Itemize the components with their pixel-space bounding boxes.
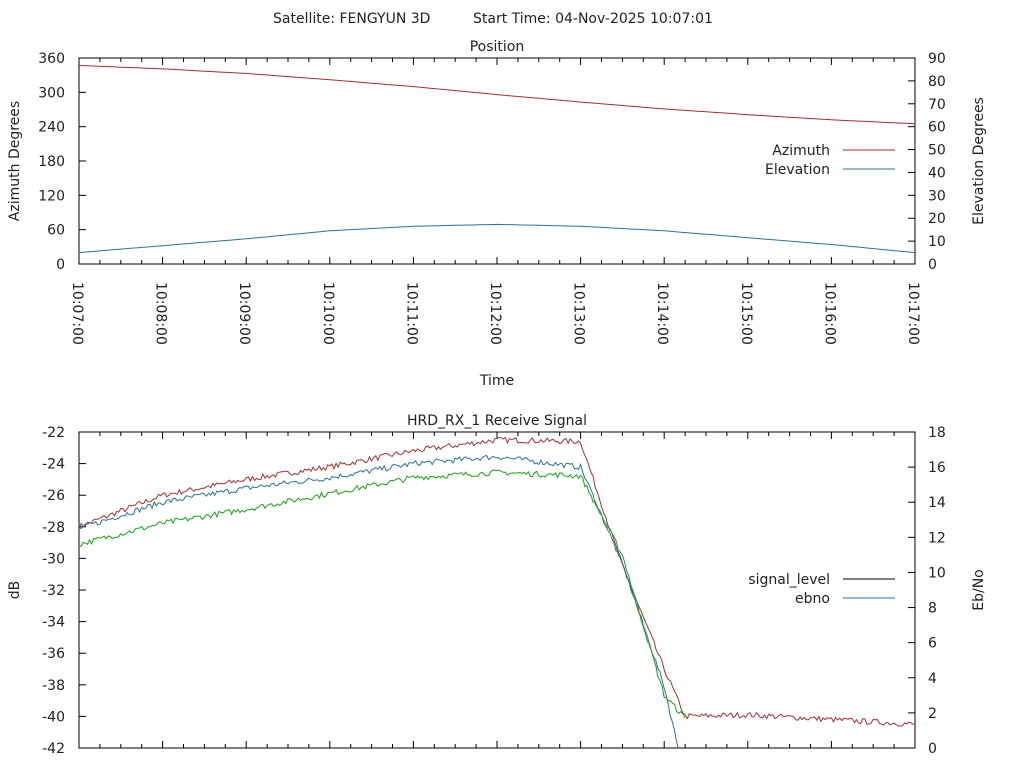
x-tick-label: 10:09:00 [236, 282, 252, 345]
y-right-tick-label: 40 [928, 165, 946, 181]
y-right-tick-label: 0 [928, 741, 937, 757]
y-right-tick-label: 2 [928, 706, 937, 722]
y-right-tick-label: 6 [928, 636, 937, 652]
legend-label: Azimuth [772, 143, 830, 159]
y-left-tick-label: -30 [42, 551, 65, 567]
y-left-tick-label: 300 [38, 85, 65, 101]
y-left-tick-label: 0 [56, 257, 65, 273]
y-left-tick-label: -26 [42, 488, 65, 504]
y-right-tick-label: 8 [928, 601, 937, 617]
y-left-axis-label: dB [7, 581, 23, 600]
y-left-tick-label: -38 [42, 678, 65, 694]
y-left-axis-label: Azimuth Degrees [7, 101, 23, 221]
chart-panels: Position06012018024030036001020304050607… [7, 39, 987, 757]
x-tick-label: 10:10:00 [320, 282, 336, 345]
y-left-tick-label: -28 [42, 520, 65, 536]
y-left-tick-label: -24 [42, 457, 65, 473]
y-left-tick-label: -22 [42, 425, 65, 441]
y-right-tick-label: 30 [928, 188, 946, 204]
satellite-label: Satellite: FENGYUN 3D [273, 11, 430, 27]
legend-label: ebno [795, 591, 830, 607]
y-right-tick-label: 0 [928, 257, 937, 273]
x-tick-label: 10:07:00 [69, 282, 85, 345]
y-right-tick-label: 70 [928, 97, 946, 113]
y-right-tick-label: 60 [928, 120, 946, 136]
start-time-label: Start Time: 04-Nov-2025 10:07:01 [473, 11, 713, 27]
y-left-tick-label: 120 [38, 188, 65, 204]
y-right-tick-label: 20 [928, 211, 946, 227]
chart-title: HRD_RX_1 Receive Signal [407, 413, 587, 429]
series-line-signal_level-0 [78, 436, 916, 727]
x-tick-label: 10:14:00 [654, 282, 670, 345]
y-right-axis-label: Eb/No [971, 569, 987, 611]
y-right-tick-label: 12 [928, 530, 946, 546]
plot-frame [78, 57, 916, 265]
y-right-tick-label: 10 [928, 565, 946, 581]
y-right-tick-label: 10 [928, 234, 946, 250]
y-right-tick-label: 90 [928, 51, 946, 67]
x-tick-label: 10:13:00 [571, 282, 587, 345]
y-left-tick-label: -42 [42, 741, 65, 757]
series-line-elevation-1 [78, 223, 916, 254]
x-tick-label: 10:15:00 [738, 282, 754, 345]
chart-title: Position [470, 39, 525, 55]
legend-label: Elevation [765, 162, 830, 178]
y-right-tick-label: 14 [928, 495, 946, 511]
y-left-tick-label: -40 [42, 709, 65, 725]
y-right-tick-label: 18 [928, 425, 946, 441]
x-tick-label: 10:12:00 [487, 282, 503, 345]
x-axis-label: Time [479, 373, 514, 389]
x-tick-label: 10:08:00 [153, 282, 169, 345]
y-left-tick-label: -36 [42, 646, 65, 662]
legend-label: signal_level [748, 572, 830, 588]
y-right-tick-label: 4 [928, 671, 937, 687]
series-line-azimuth-0 [78, 64, 916, 125]
y-right-tick-label: 80 [928, 74, 946, 90]
series-line-ebno-2 [78, 469, 686, 719]
x-tick-label: 10:11:00 [403, 282, 419, 345]
y-left-tick-label: 180 [38, 154, 65, 170]
x-tick-label: 10:16:00 [821, 282, 837, 345]
y-left-tick-label: 240 [38, 120, 65, 136]
y-right-tick-label: 16 [928, 460, 946, 476]
y-left-tick-label: -32 [42, 583, 65, 599]
y-right-axis-label: Elevation Degrees [971, 97, 987, 225]
y-left-tick-label: 360 [38, 51, 65, 67]
plot-frame [78, 431, 916, 749]
y-left-tick-label: -34 [42, 615, 65, 631]
y-left-tick-label: 60 [47, 223, 65, 239]
x-tick-label: 10:17:00 [905, 282, 921, 345]
y-right-tick-label: 50 [928, 143, 946, 159]
series-line-ebno-1 [78, 454, 679, 749]
